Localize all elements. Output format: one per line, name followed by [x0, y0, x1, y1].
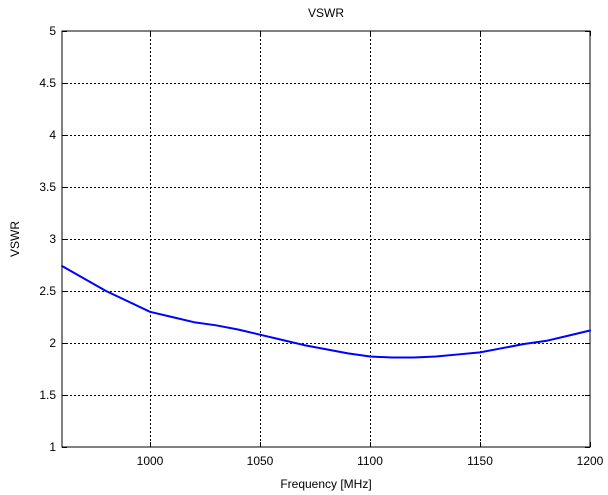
x-tick-label: 1000	[137, 454, 164, 468]
x-axis-label: Frequency [MHz]	[280, 477, 371, 491]
y-tick-label: 1.5	[39, 388, 56, 402]
y-axis-label: VSWR	[8, 221, 22, 257]
y-tick-label: 2	[49, 336, 56, 350]
x-tick-label: 1200	[577, 454, 604, 468]
x-tick-label: 1100	[357, 454, 383, 468]
chart-title: VSWR	[308, 6, 344, 20]
y-tick-label: 5	[49, 24, 56, 38]
x-tick-label: 1050	[247, 454, 274, 468]
series-layer	[61, 265, 591, 359]
y-tick-label: 2.5	[39, 284, 56, 298]
x-tick-label: 1150	[467, 454, 493, 468]
ticks: 1000 1050 1100 1150 1200 1 1.5 2 2.5 3 3.5 4 4.5 5	[39, 24, 603, 468]
y-tick-label: 3.5	[39, 180, 56, 194]
grid	[62, 31, 590, 447]
y-tick-label: 4.5	[39, 76, 56, 90]
y-tick-label: 1	[49, 440, 56, 454]
vswr-series-line	[61, 265, 591, 359]
y-tick-label: 3	[49, 232, 56, 246]
y-tick-label: 4	[49, 128, 56, 142]
